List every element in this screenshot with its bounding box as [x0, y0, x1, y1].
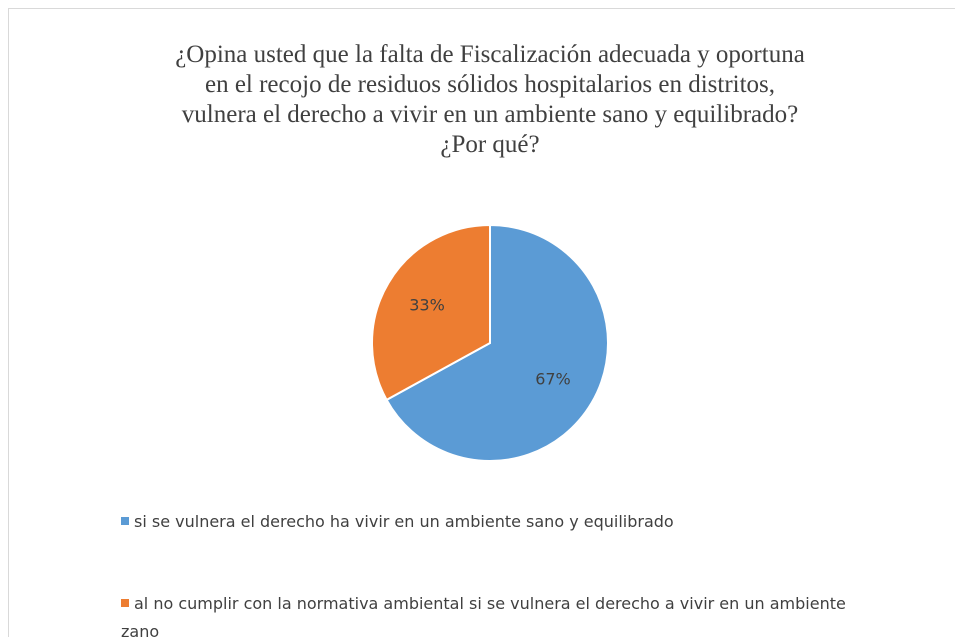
legend-marker — [121, 517, 129, 525]
data-label: 33% — [409, 295, 445, 314]
title-line: vulnera el derecho a vivir en un ambient… — [181, 101, 799, 128]
pie-slice — [371, 223, 491, 402]
title-line: ¿Por qué? — [440, 131, 540, 158]
title-line: en el recojo de residuos sólidos hospita… — [204, 71, 776, 98]
legend-label: al no cumplir con la normativa ambiental… — [121, 594, 846, 637]
data-label: 67% — [535, 370, 571, 389]
chart-border — [8, 8, 955, 637]
legend-marker — [121, 599, 129, 607]
pie-slice — [385, 223, 609, 462]
legend-entry: si se vulnera el derecho ha vivir en un … — [121, 508, 881, 536]
legend-label: si se vulnera el derecho ha vivir en un … — [134, 512, 674, 531]
title-line: ¿Opina usted que la falta de Fiscalizaci… — [175, 41, 805, 68]
legend-entry: al no cumplir con la normativa ambiental… — [121, 590, 881, 637]
